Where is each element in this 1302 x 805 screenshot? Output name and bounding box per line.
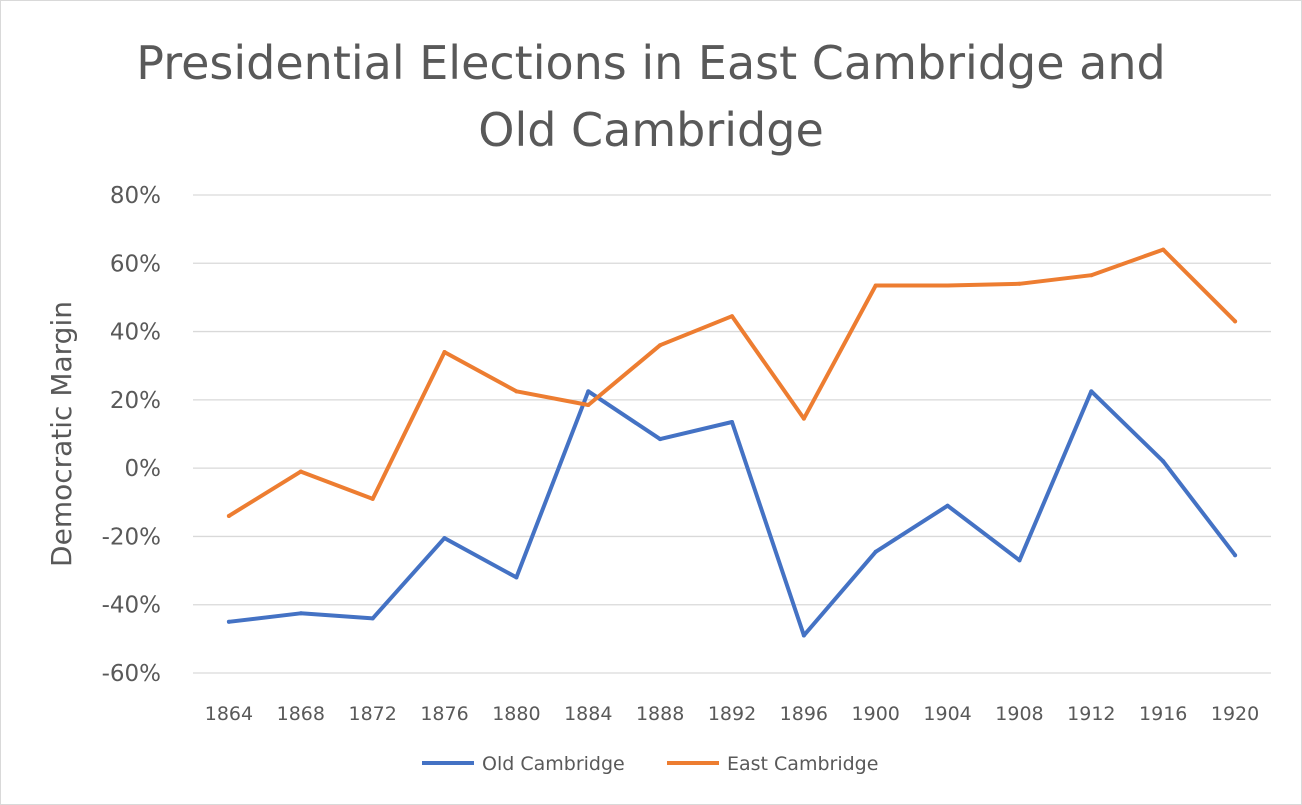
legend-label: Old Cambridge <box>482 753 625 775</box>
data-point-east-cambridge <box>1161 247 1166 252</box>
chart-title-line-2: Old Cambridge <box>478 103 824 157</box>
x-tick-label: 1896 <box>780 703 828 725</box>
data-point-old-cambridge <box>801 633 806 638</box>
data-point-east-cambridge <box>298 469 303 474</box>
x-tick-label: 1888 <box>636 703 684 725</box>
data-point-east-cambridge <box>1233 319 1238 324</box>
data-point-east-cambridge <box>226 513 231 518</box>
y-tick-label: 80% <box>110 183 161 209</box>
series-lines <box>226 247 1238 638</box>
data-point-old-cambridge <box>873 549 878 554</box>
series-line-east-cambridge <box>226 247 1238 518</box>
data-point-old-cambridge <box>514 575 519 580</box>
x-tick-label: 1872 <box>348 703 396 725</box>
data-point-old-cambridge <box>1233 553 1238 558</box>
x-tick-label: 1892 <box>708 703 756 725</box>
legend-item-east-cambridge[interactable]: East Cambridge <box>667 753 878 775</box>
data-point-old-cambridge <box>658 437 663 442</box>
x-axis-tick-labels: 1864 1868 1872 1876 1880 1884 1888 1892 1896 1900… <box>205 703 1259 725</box>
x-tick-label: 1876 <box>420 703 468 725</box>
data-point-old-cambridge <box>1089 389 1094 394</box>
data-point-east-cambridge <box>658 343 663 348</box>
gridlines <box>193 194 1271 674</box>
data-point-east-cambridge <box>514 389 519 394</box>
data-point-old-cambridge <box>586 389 591 394</box>
data-point-old-cambridge <box>1161 459 1166 464</box>
legend-label: East Cambridge <box>727 753 878 775</box>
data-point-east-cambridge <box>442 350 447 355</box>
data-point-east-cambridge <box>370 496 375 501</box>
x-tick-label: 1868 <box>277 703 325 725</box>
y-tick-label: 20% <box>110 388 161 414</box>
x-tick-label: 1880 <box>492 703 540 725</box>
x-tick-label: 1920 <box>1211 703 1259 725</box>
y-tick-label: 0% <box>125 456 162 482</box>
y-tick-label: -20% <box>102 524 161 550</box>
x-tick-label: 1904 <box>923 703 971 725</box>
x-tick-label: 1912 <box>1067 703 1115 725</box>
y-tick-label: -40% <box>102 593 161 619</box>
data-point-old-cambridge <box>298 611 303 616</box>
chart-title-line-1: Presidential Elections in East Cambridge… <box>136 36 1165 90</box>
y-axis-title: Democratic Margin <box>45 301 78 567</box>
x-tick-label: 1884 <box>564 703 612 725</box>
y-tick-label: 60% <box>110 251 161 277</box>
x-tick-label: 1916 <box>1139 703 1187 725</box>
x-tick-label: 1908 <box>995 703 1043 725</box>
data-point-old-cambridge <box>442 536 447 541</box>
data-point-old-cambridge <box>370 616 375 621</box>
series-line-old-cambridge <box>226 389 1238 638</box>
data-point-east-cambridge <box>873 283 878 288</box>
data-point-east-cambridge <box>1089 273 1094 278</box>
legend-item-old-cambridge[interactable]: Old Cambridge <box>422 753 625 775</box>
legend[interactable]: Old Cambridge East Cambridge <box>422 753 878 775</box>
x-tick-label: 1864 <box>205 703 253 725</box>
data-point-east-cambridge <box>1017 281 1022 286</box>
data-point-east-cambridge <box>586 402 591 407</box>
data-point-old-cambridge <box>1017 558 1022 563</box>
data-point-old-cambridge <box>945 503 950 508</box>
x-tick-label: 1900 <box>852 703 900 725</box>
y-tick-label: -60% <box>102 661 161 687</box>
data-point-old-cambridge <box>226 619 231 624</box>
data-point-east-cambridge <box>945 283 950 288</box>
data-point-old-cambridge <box>730 420 734 425</box>
data-point-east-cambridge <box>801 416 806 421</box>
y-axis-tick-labels: 80% 60% 40% 20% 0% -20% -40% -60% <box>102 183 161 687</box>
y-tick-label: 40% <box>110 320 161 346</box>
data-point-east-cambridge <box>730 314 734 319</box>
